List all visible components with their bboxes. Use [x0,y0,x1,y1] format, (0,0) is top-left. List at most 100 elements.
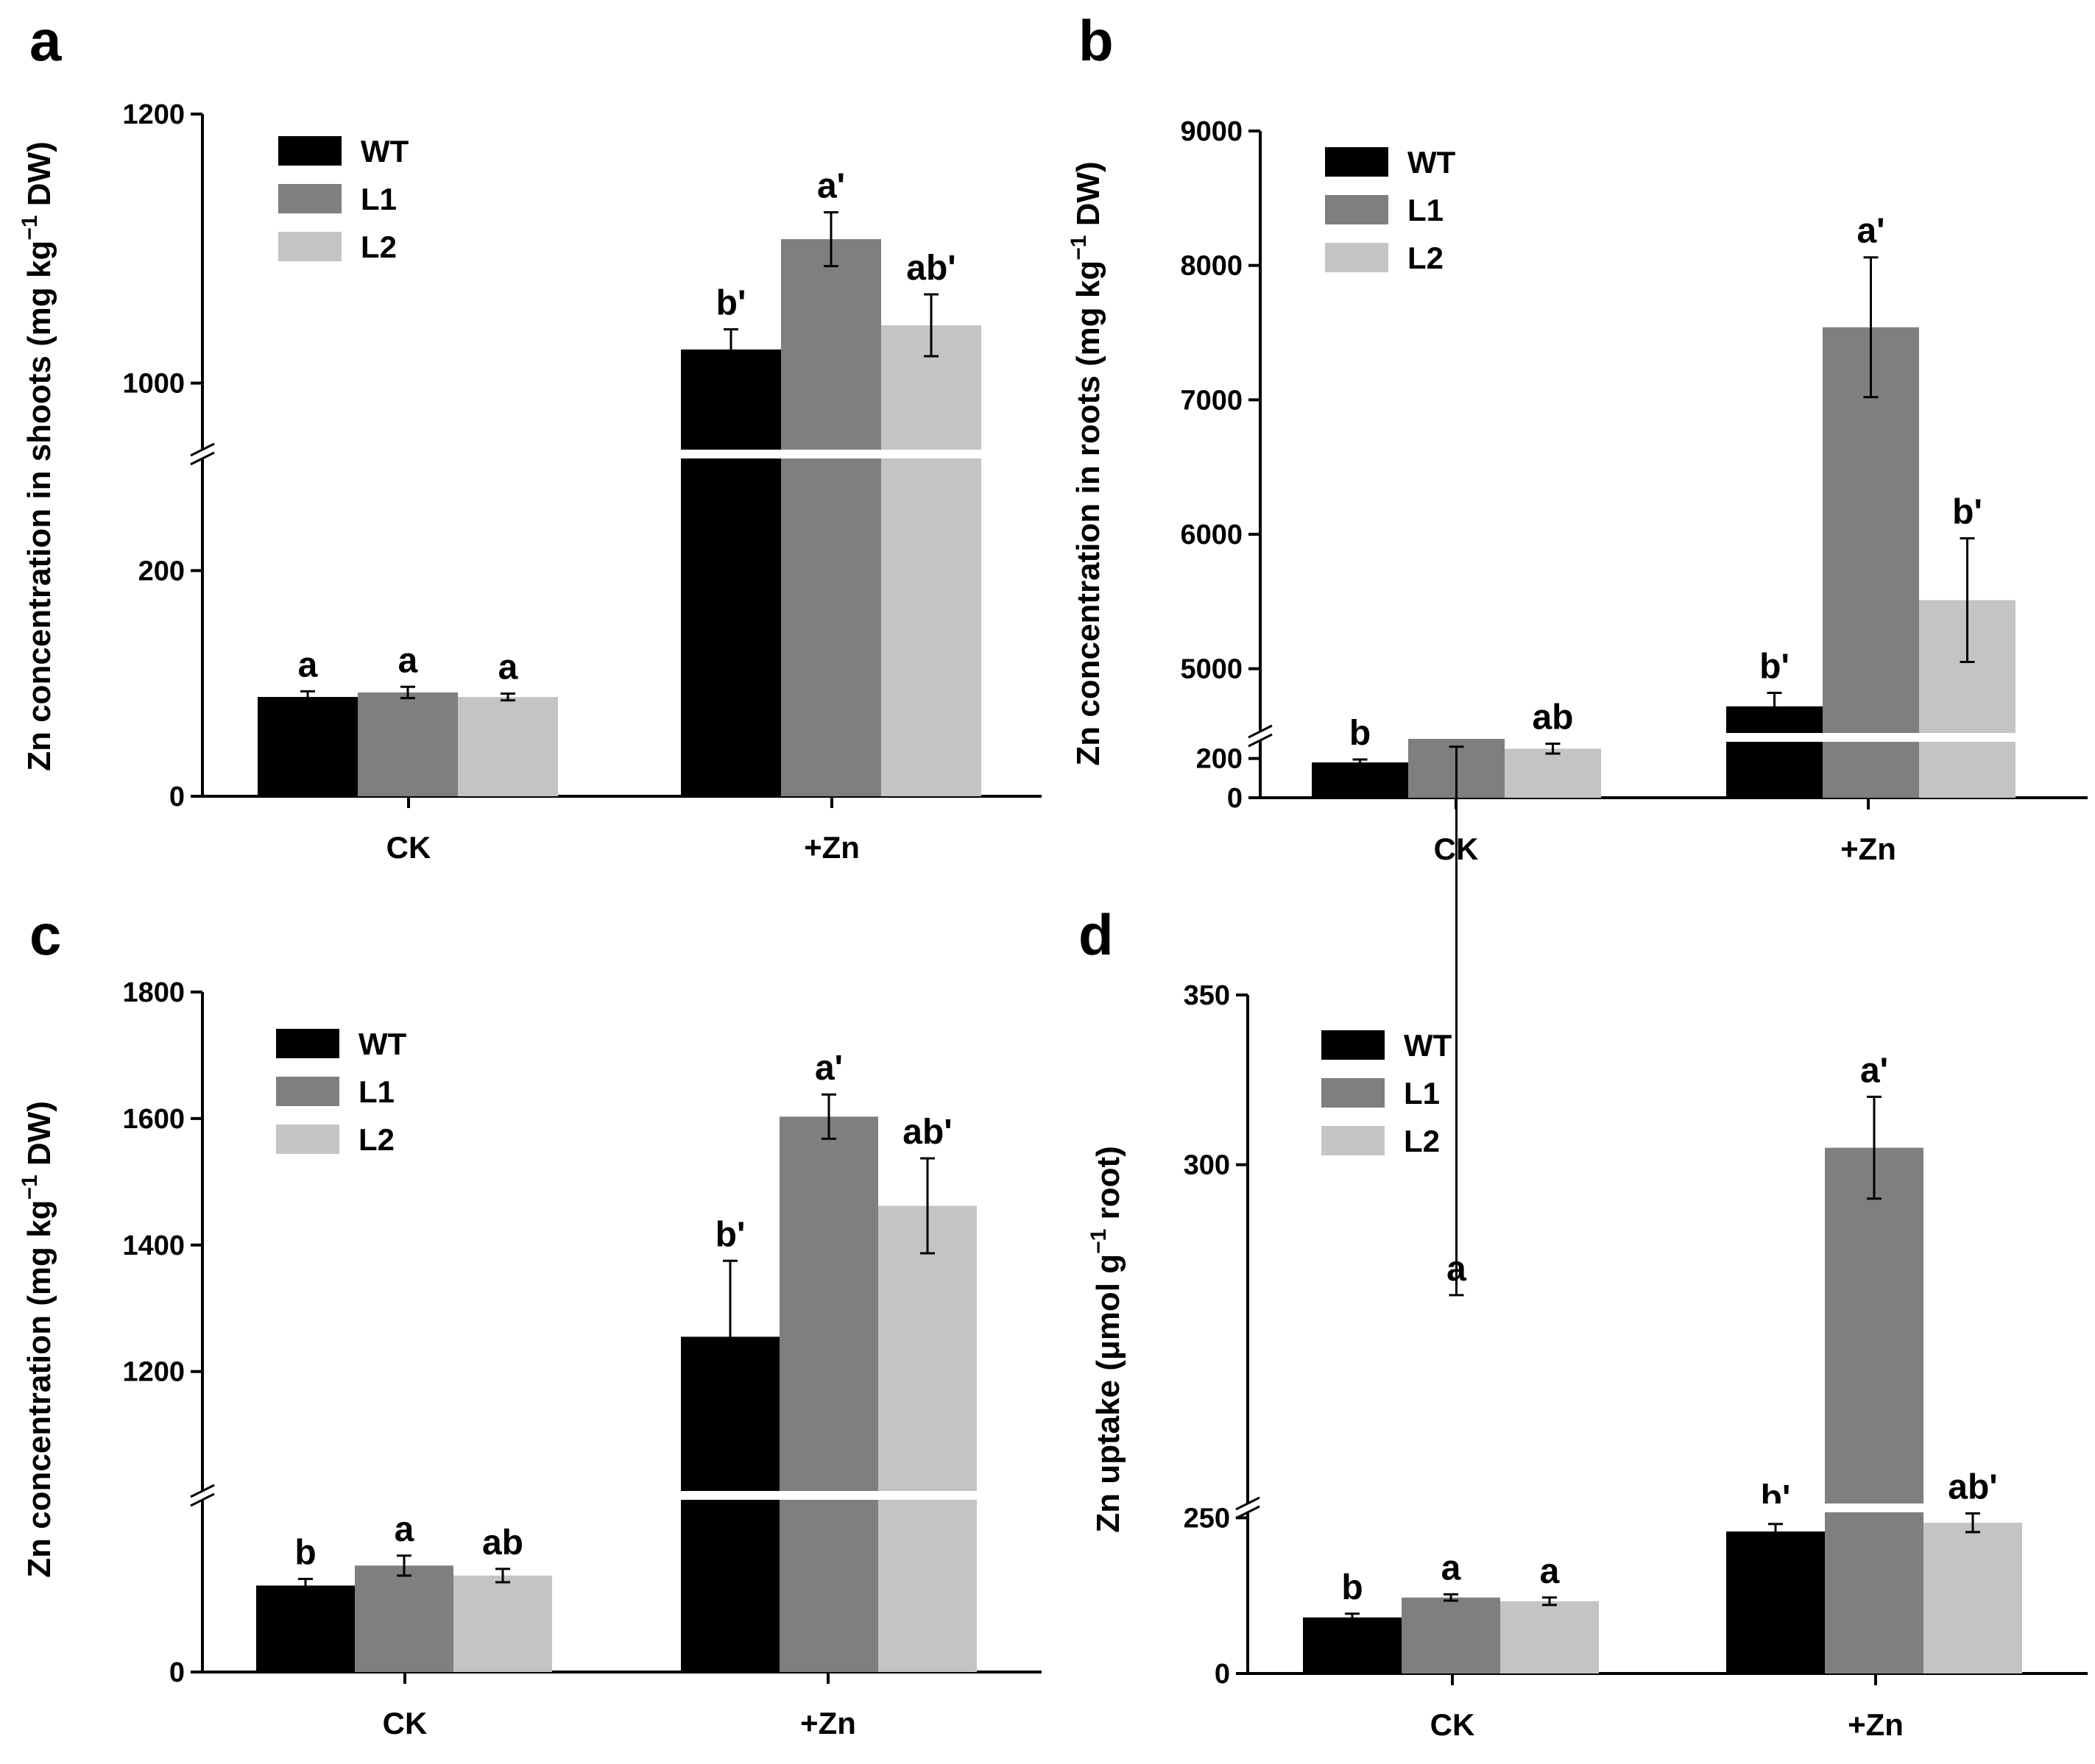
y-tick-label: 6000 [1180,520,1243,550]
legend-swatch-L2 [1321,1126,1385,1155]
axis-break-gap [1723,733,2018,742]
y-axis-label-superscript: −1 [1067,235,1091,261]
legend-label: WT [361,134,409,169]
y-tick-label: 0 [1215,1659,1230,1690]
error-bar-L1-CK [397,1554,411,1577]
y-axis-label: Zn uptake (μmol g−1 root) [1087,1146,1126,1533]
y-tick-label: 9000 [1180,116,1243,147]
axis-break-mark [1248,733,1273,748]
y-axis-label-part: DW) [21,1101,57,1175]
bar-L1-+Zn [781,239,881,796]
legend-swatch-L1 [278,184,342,213]
x-tick-label: CK [386,830,431,865]
legend-swatch-WT [278,136,342,166]
panel-b: b 0 200 5000 6000 7000 8000 9000 b b' a a' ab b' CK +Zn… [1067,8,2088,1297]
error-bar-L2-CK [501,692,515,702]
significance-label: ab [1532,698,1573,737]
error-bar-WT-+Zn [1768,1523,1783,1540]
x-tick-label: +Zn [800,1706,856,1740]
y-tick-label: 1200 [122,99,185,130]
y-axis-label-part: root) [1090,1146,1126,1228]
bar-WT-+Zn [1726,706,1823,798]
legend: WT L1 L2 [1321,1028,1452,1158]
bar-L1-CK [1402,1597,1500,1673]
x-tick-label: CK [1430,1707,1475,1742]
legend-label: L1 [361,182,397,216]
bar-L2-CK [1505,748,1601,798]
significance-label: ab' [902,1113,952,1152]
axis-break-mask [194,1491,211,1500]
significance-label: b' [716,1215,746,1254]
significance-label: b' [1759,648,1790,687]
panel-letter: d [1078,902,1114,967]
bar-L1-CK [358,692,458,796]
x-tick-label: +Zn [1848,1707,1904,1742]
error-bar-L2-CK [1542,1596,1557,1607]
axis-break-mark [190,1492,215,1507]
y-axis-label-part: DW) [21,141,57,215]
error-bar-WT-CK [300,690,315,704]
legend-swatch-L2 [278,232,342,261]
significance-label: a' [1860,1051,1888,1090]
legend-label: WT [358,1027,407,1061]
y-tick-label: 200 [1196,744,1243,775]
bar-L2-CK [1500,1601,1599,1673]
error-bar-WT-CK [1345,1612,1360,1623]
bar-L1-+Zn [1825,1147,1923,1673]
significance-label: a' [815,1049,843,1088]
y-axis-label-superscript: −1 [18,1175,42,1200]
axis-break-mask [1239,1503,1257,1512]
panel-letter: a [29,8,62,73]
significance-label: a [298,645,318,684]
axis-break-mark [190,451,215,466]
axis-break-mask [194,450,211,458]
bar-WT-CK [1303,1617,1402,1673]
y-tick-label: 5000 [1180,654,1243,685]
bar-L2-CK [458,697,558,796]
significance-label: a [398,641,418,680]
y-axis-label: Zn concentration (mg kg−1 DW) [18,1101,57,1578]
error-bar-L2-CK [1545,743,1561,755]
significance-label: ab' [1948,1468,1997,1507]
y-tick-label: 0 [169,1657,185,1688]
legend-label: L1 [358,1074,395,1109]
legend-label: WT [1404,1028,1452,1063]
legend-swatch-WT [1321,1030,1385,1060]
axis-break-gap [678,1491,980,1500]
significance-label: b [1341,1568,1363,1607]
x-tick-label: CK [383,1706,428,1740]
significance-label: a [395,1510,414,1549]
legend-label: L1 [1407,193,1444,227]
legend-swatch-WT [1325,147,1388,177]
legend-label: L1 [1404,1076,1440,1111]
legend-label: WT [1407,145,1456,180]
error-bar-L2-CK [495,1568,510,1584]
significance-label: a' [817,166,845,205]
significance-label: a [1540,1552,1560,1591]
y-axis-label-part: Zn uptake (μmol g [1090,1254,1126,1533]
legend-label: L2 [1404,1124,1440,1158]
bar-L1-CK [355,1565,453,1672]
legend-swatch-L2 [1325,243,1388,272]
significance-label: a' [1856,212,1884,251]
bar-L1-+Zn [780,1116,878,1672]
y-axis-label: Zn concentration in roots (mg kg−1 DW) [1067,161,1106,765]
axis-break-gap [678,450,984,458]
y-tick-label: 300 [1184,1150,1230,1181]
y-axis-label-part: Zn concentration in roots (mg kg [1070,261,1106,766]
legend-label: L2 [1407,241,1444,275]
significance-label: b [1349,714,1371,753]
legend-swatch-WT [276,1029,339,1058]
error-bar-L2-+Zn [1960,536,1975,664]
y-tick-label: 1000 [122,369,185,400]
significance-label: b' [716,283,746,322]
error-bar-WT-CK [1352,758,1368,767]
significance-label: b' [1952,492,1982,531]
y-axis-label-part: Zn concentration in shoots (mg kg [21,241,57,771]
axis-break-mask [1251,732,1269,740]
bar-WT-CK [1312,762,1408,798]
axis-break-mark [1248,724,1273,739]
bar-L2-+Zn [1923,1523,2022,1673]
